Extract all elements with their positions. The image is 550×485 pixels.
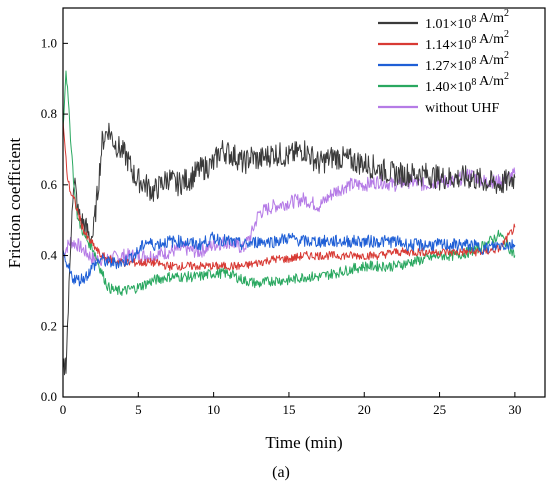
plot-frame bbox=[62, 7, 546, 398]
chart-caption: (a) bbox=[272, 464, 290, 481]
legend-text-part: 1.40×10 bbox=[425, 80, 471, 95]
legend-label: 1.01×108 A/m2 bbox=[425, 8, 509, 32]
legend-label: 1.27×108 A/m2 bbox=[425, 50, 509, 74]
y-tick-label: 1.0 bbox=[41, 35, 57, 50]
legend-text-part: A/m bbox=[476, 11, 504, 26]
series-line-2 bbox=[62, 120, 516, 271]
ticks-layer: 0 5 10 15 20 25 30 0.0 0.2 0.4 0.6 0.8 1.0 bbox=[41, 35, 522, 417]
y-tick-label: 0.8 bbox=[41, 106, 57, 121]
x-tick-label: 25 bbox=[433, 402, 446, 417]
x-tick-label: 5 bbox=[135, 402, 142, 417]
legend: 1.01×108 A/m21.14×108 A/m21.27×108 A/m21… bbox=[378, 8, 509, 116]
legend-superscript: 2 bbox=[504, 29, 509, 40]
legend-superscript: 2 bbox=[504, 50, 509, 61]
legend-superscript: 8 bbox=[471, 77, 476, 88]
legend-text-part: 1.01×10 bbox=[425, 17, 471, 32]
legend-superscript: 8 bbox=[471, 56, 476, 67]
legend-text-part: A/m bbox=[476, 74, 504, 89]
x-axis-title: Time (min) bbox=[265, 433, 342, 452]
legend-superscript: 2 bbox=[504, 71, 509, 82]
legend-superscript: 8 bbox=[471, 14, 476, 25]
legend-label: 1.14×108 A/m2 bbox=[425, 29, 509, 53]
y-tick-label: 0.0 bbox=[41, 389, 57, 404]
series-line-1 bbox=[62, 122, 516, 376]
series-layer bbox=[62, 70, 516, 376]
y-tick-label: 0.2 bbox=[41, 318, 57, 333]
x-tick-label: 30 bbox=[508, 402, 521, 417]
y-tick-label: 0.4 bbox=[41, 248, 58, 263]
legend-text-part: A/m bbox=[476, 53, 504, 68]
legend-superscript: 2 bbox=[504, 8, 509, 19]
y-tick-label: 0.6 bbox=[41, 177, 58, 192]
legend-text-part: 1.14×10 bbox=[425, 38, 471, 53]
legend-text-part: 1.27×10 bbox=[425, 59, 471, 74]
x-tick-label: 10 bbox=[207, 402, 220, 417]
legend-superscript: 8 bbox=[471, 35, 476, 46]
legend-label: 1.40×108 A/m2 bbox=[425, 71, 509, 95]
legend-text-part: without UHF bbox=[425, 101, 500, 116]
legend-label: without UHF bbox=[425, 101, 500, 116]
series-line-3 bbox=[62, 231, 516, 287]
x-tick-label: 15 bbox=[282, 402, 295, 417]
y-axis-title: Friction coefficient bbox=[5, 138, 24, 269]
legend-text-part: A/m bbox=[476, 32, 504, 47]
x-tick-label: 0 bbox=[60, 402, 67, 417]
x-tick-label: 20 bbox=[358, 402, 371, 417]
